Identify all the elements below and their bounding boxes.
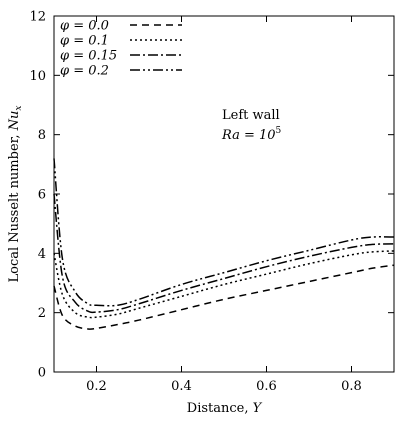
legend-label-0: φ = 0.0 [60, 19, 109, 34]
y-tick-label: 10 [29, 69, 46, 84]
annotation-rayleigh: Ra = 105 [221, 126, 282, 143]
y-tick-label: 8 [38, 128, 46, 143]
y-axis-title: Local Nusselt number, Nux [7, 105, 24, 282]
series-line-3 [53, 158, 395, 307]
y-tick-label: 6 [38, 188, 46, 203]
series-line-1 [53, 250, 395, 319]
annotation-left-wall: Left wall [222, 108, 280, 123]
x-tick-label: 0.2 [86, 379, 107, 394]
x-tick-label: 0.8 [341, 379, 362, 394]
y-tick-label: 12 [29, 10, 46, 25]
x-tick-label: 0.6 [256, 379, 277, 394]
legend-label-2: φ = 0.15 [60, 49, 117, 64]
x-axis-title: Distance, Y [187, 401, 263, 416]
y-tick-label: 0 [38, 366, 46, 381]
x-tick-label: 0.4 [171, 379, 192, 394]
y-tick-label: 4 [38, 247, 46, 262]
series-line-2 [53, 193, 395, 314]
y-tick-label: 2 [38, 306, 46, 321]
legend-label-3: φ = 0.2 [60, 64, 109, 79]
series-line-0 [53, 264, 395, 330]
legend-label-1: φ = 0.1 [60, 34, 109, 49]
